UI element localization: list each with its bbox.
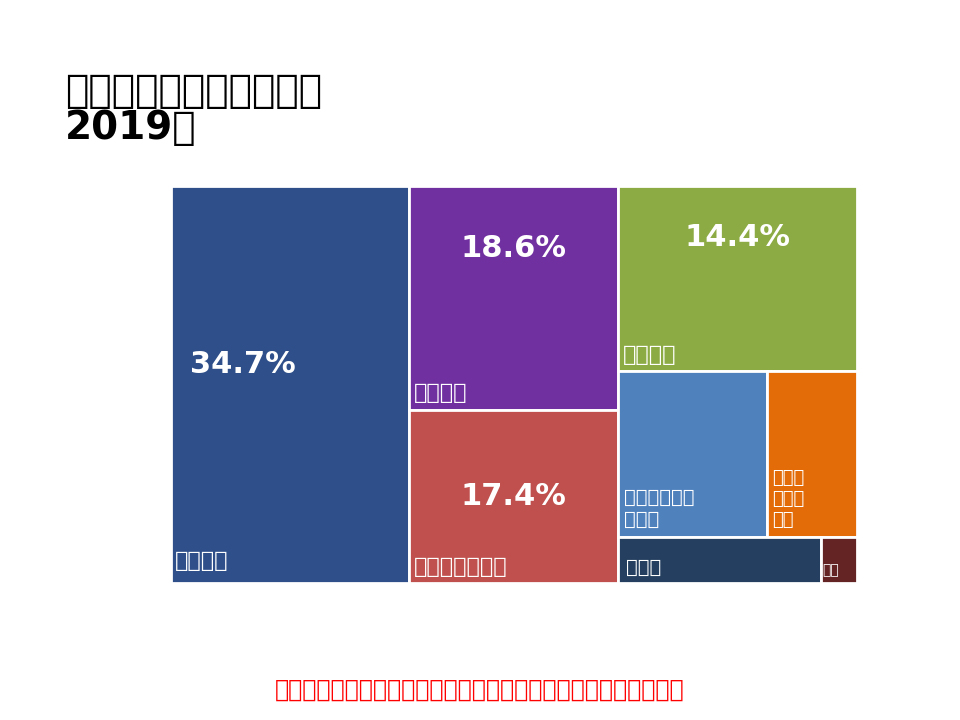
Text: 産業部門: 産業部門: [176, 551, 228, 571]
Bar: [618, 537, 821, 582]
Bar: [409, 186, 618, 410]
Bar: [618, 371, 767, 537]
Text: 2019年: 2019年: [65, 109, 197, 148]
Bar: [821, 537, 856, 582]
Bar: [618, 186, 856, 371]
Text: 34.7%: 34.7%: [190, 350, 296, 379]
Text: その: その: [823, 563, 839, 577]
Text: 工業プ
ロセス
など: 工業プ ロセス など: [772, 469, 804, 528]
Text: 18.6%: 18.6%: [461, 235, 566, 264]
Text: 廃棄物: 廃棄物: [626, 558, 661, 577]
Text: 日本の二酸化炭素排出量: 日本の二酸化炭素排出量: [65, 72, 323, 110]
Bar: [409, 410, 618, 582]
Text: 17.4%: 17.4%: [461, 482, 566, 511]
Text: エネルギー転
換部門: エネルギー転 換部門: [624, 487, 694, 528]
Text: 業務その他部門: 業務その他部門: [414, 557, 507, 577]
Text: 14.4%: 14.4%: [684, 223, 790, 252]
Bar: [767, 371, 856, 537]
Text: 運輸部門: 運輸部門: [414, 384, 467, 403]
Text: 住宅・建築分野はカーボンニュートラルには非常に重要な分野！: 住宅・建築分野はカーボンニュートラルには非常に重要な分野！: [276, 678, 684, 702]
Bar: [171, 186, 409, 582]
Text: 家庭部門: 家庭部門: [623, 345, 676, 365]
